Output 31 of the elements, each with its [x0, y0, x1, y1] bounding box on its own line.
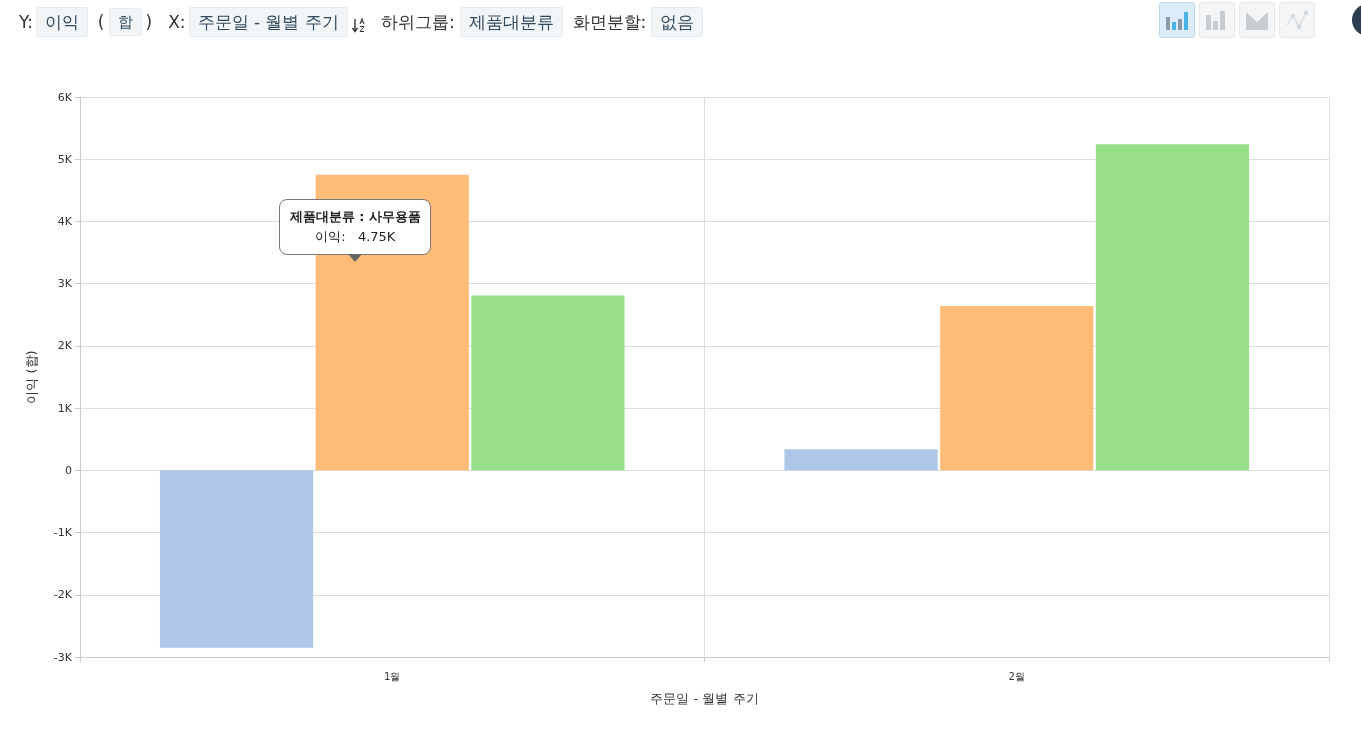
text: Y:	[19, 12, 33, 32]
x-tick-label: 1월	[384, 670, 401, 682]
y-tick-label: 4K	[57, 214, 73, 228]
y-axis-title: 이익 (합)	[24, 350, 39, 404]
text: 이익	[35, 7, 88, 37]
y-tick-label: -2K	[53, 588, 73, 602]
y-tick-label: 1K	[57, 401, 73, 415]
text: 합	[108, 8, 142, 36]
text: (	[97, 12, 105, 32]
text: X:	[168, 12, 186, 32]
bar	[940, 306, 1094, 471]
text: 없음	[651, 7, 704, 37]
y-tick-label: 0	[65, 463, 72, 477]
y-tick-label: 6K	[57, 90, 73, 104]
text: 주문일 - 월별 주기	[188, 7, 348, 37]
text: 하위그룹:	[380, 10, 455, 34]
bar	[784, 449, 938, 471]
text: )	[145, 12, 153, 32]
annotation: 제품대분류 : 사무용품 이익: 4.75K	[289, 207, 421, 246]
bar	[1095, 144, 1250, 471]
y-tick-label: 5K	[57, 152, 73, 166]
x-tick-label: 2월	[1008, 670, 1025, 682]
bar	[471, 295, 625, 471]
bar	[159, 470, 314, 648]
text: 화면분할:	[572, 10, 647, 34]
y-tick-label: -3K	[53, 650, 73, 664]
y-tick-label: 3K	[57, 277, 73, 291]
x-axis-title: 주문일 - 월별 주기	[650, 691, 759, 706]
y-tick-label: -1K	[53, 526, 73, 540]
text: 제품대분류	[459, 7, 563, 37]
y-tick-label: 2K	[57, 339, 73, 353]
